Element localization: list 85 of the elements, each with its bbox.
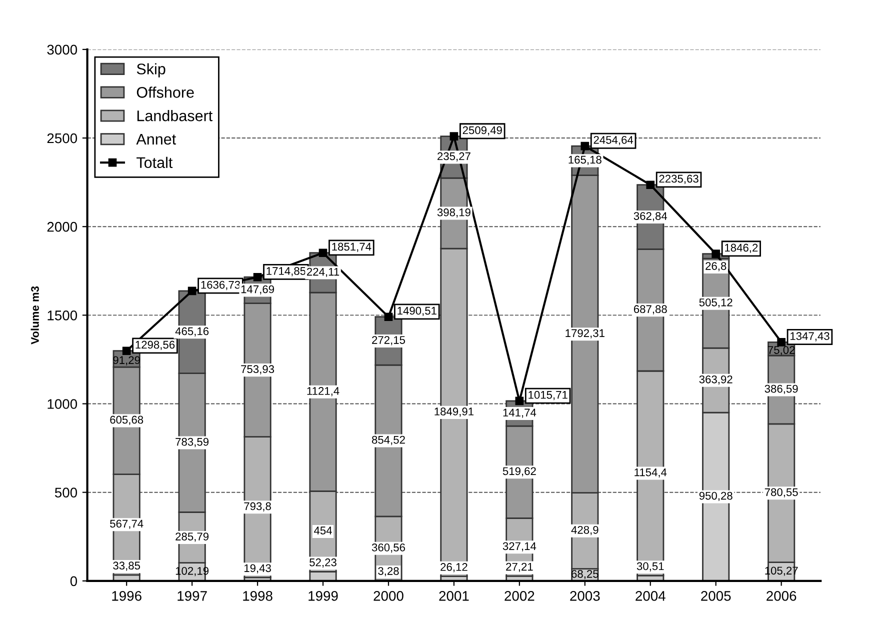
data-label: 2235,63 (659, 174, 698, 184)
data-label: 27,21 (506, 562, 533, 572)
data-label: 285,79 (176, 532, 209, 542)
x-tick-label: 2004 (636, 591, 666, 601)
data-label: 780,55 (764, 488, 798, 498)
point (122, 346, 131, 356)
y-tick-label: 2000 (47, 222, 78, 232)
data-label: 465,16 (175, 327, 209, 336)
data-label: 567,74 (110, 520, 144, 529)
data-label: 2454,64 (594, 136, 634, 146)
x-tick-label: 2002 (504, 591, 534, 601)
data-label: 235,27 (438, 152, 470, 162)
data-label: 30,51 (636, 562, 664, 572)
x-tick-label: 2003 (570, 591, 600, 601)
data-label: 3,28 (378, 567, 399, 576)
data-label: 362,84 (634, 212, 668, 222)
data-label: 26,12 (440, 563, 468, 572)
data-label: 605,68 (110, 416, 144, 425)
data-label: 1636,73 (201, 280, 240, 290)
x-tick-label: 1996 (112, 591, 142, 601)
data-label: 950,28 (699, 492, 732, 502)
x-tick-label: 2006 (766, 591, 796, 601)
data-label: 519,62 (502, 467, 536, 476)
data-label: 1849,91 (434, 408, 474, 417)
data-label: 224,11 (306, 268, 340, 278)
data-label: 1121,4 (307, 387, 340, 396)
data-label: 1851,74 (332, 242, 372, 252)
data-label: 52,23 (310, 558, 336, 568)
y-tick-label: 3000 (47, 44, 78, 55)
data-label: 398,19 (437, 208, 470, 218)
data-label: 505,12 (699, 298, 732, 308)
data-label: 141,74 (503, 408, 536, 418)
data-label: 783,59 (176, 438, 209, 448)
data-label: 360,56 (372, 544, 405, 553)
data-label: 854,52 (372, 436, 405, 446)
x-tick-label: 2000 (374, 591, 404, 601)
y-tick-label: 1000 (48, 399, 78, 409)
data-label: 363,92 (699, 375, 732, 385)
data-label: 793,8 (244, 502, 271, 512)
point (515, 396, 524, 406)
data-label: 327,14 (502, 542, 536, 552)
data-label: 2509,49 (462, 126, 502, 136)
x-tick-label: 1998 (243, 591, 272, 601)
data-label: 1154,4 (634, 468, 667, 478)
data-label: 33,85 (113, 562, 140, 571)
point (188, 286, 196, 296)
y-tick-label: 2500 (47, 133, 78, 144)
data-label: 1490,51 (398, 306, 436, 316)
x-tick-label: 2001 (439, 591, 469, 601)
x-tick-label: 2005 (701, 591, 731, 601)
y-tick-label: 500 (54, 488, 78, 498)
data-label: 1846,2 (725, 244, 758, 253)
point (318, 248, 328, 258)
data-label: 687,88 (634, 305, 667, 314)
y-tick-label: 1500 (48, 310, 78, 320)
data-label: 19,43 (244, 564, 271, 574)
point (450, 132, 458, 141)
data-label: 165,18 (568, 156, 602, 165)
x-tick-label: 1997 (178, 591, 207, 601)
point (712, 250, 720, 258)
data-label: 1298,56 (136, 340, 175, 350)
legend-label: Skip (136, 63, 166, 78)
data-label: 1015,71 (528, 390, 568, 400)
point (646, 180, 655, 190)
data-label: 386,59 (764, 384, 798, 394)
data-label: 147,69 (241, 285, 274, 294)
point (580, 142, 590, 150)
point (384, 312, 393, 322)
x-tick-label: 1999 (308, 591, 338, 601)
legend-label: Landbasert (137, 110, 213, 122)
point (777, 338, 786, 346)
data-label: 1347,43 (790, 332, 830, 342)
data-label: 454 (314, 526, 332, 534)
y-tick-label: 0 (70, 576, 78, 586)
legend-label: Offshore (136, 86, 194, 98)
legend-label: Totalt (136, 156, 173, 168)
point (253, 272, 262, 282)
data-label: 1792,31 (566, 329, 604, 338)
y-axis-title: Volume m3 (30, 286, 39, 344)
data-label: 1714,85 (266, 267, 306, 276)
data-label: 272,15 (372, 336, 406, 346)
data-label: 753,93 (241, 365, 274, 374)
data-label: 26,8 (706, 262, 726, 272)
data-label: 428,9 (571, 526, 598, 536)
legend-label: Annet (136, 134, 176, 145)
